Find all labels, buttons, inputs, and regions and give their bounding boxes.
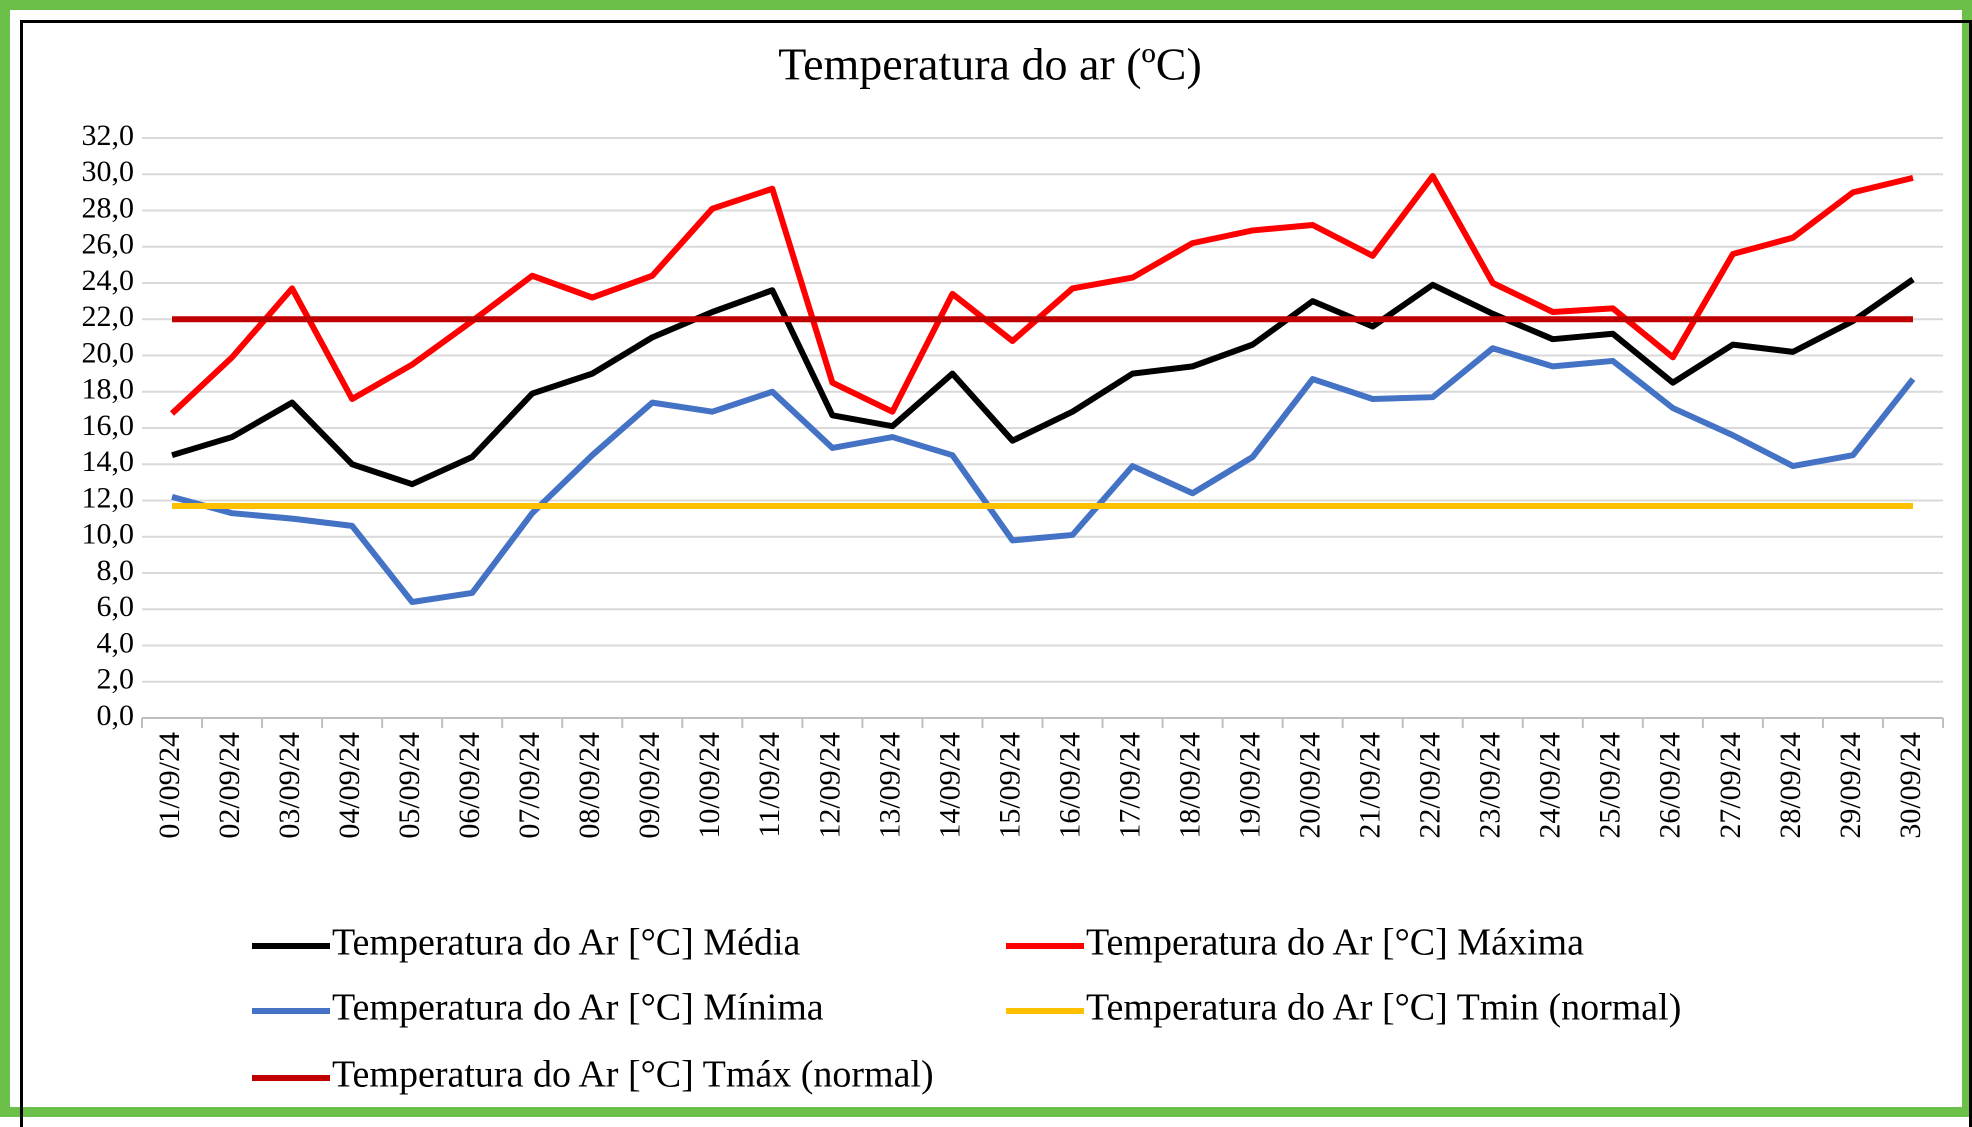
x-tick-label: 18/09/24 [1173,732,1206,839]
line-series [171,276,1915,488]
y-tick-label: 30,0 [82,155,135,188]
x-tick-label: 19/09/24 [1234,732,1267,839]
x-tick-label: 25/09/24 [1594,732,1627,839]
x-tick-label: 17/09/24 [1113,732,1146,839]
x-tick-label: 16/09/24 [1053,732,1086,839]
y-tick-label: 0,0 [97,699,135,732]
y-tick-label: 22,0 [82,300,135,333]
y-tick-label: 4,0 [97,626,135,659]
x-tick-label: 05/09/24 [393,732,426,839]
x-tick-label: 21/09/24 [1354,732,1387,839]
x-tick-label: 29/09/24 [1834,732,1867,839]
y-tick-label: 24,0 [82,264,135,297]
x-tick-label: 06/09/24 [453,732,486,839]
x-tick-label: 04/09/24 [333,732,366,839]
x-tick-label: 02/09/24 [213,732,246,839]
x-tick-label: 24/09/24 [1534,732,1567,839]
y-tick-label: 16,0 [82,409,135,442]
y-tick-label: 8,0 [97,554,135,587]
x-tick-label: 11/09/24 [753,732,786,838]
y-tick-label: 20,0 [82,336,135,369]
x-tick-label: 07/09/24 [513,732,546,839]
x-tick-label: 20/09/24 [1294,732,1327,839]
legend-label: Temperatura do Ar [°C] Média [332,922,801,964]
y-tick-label: 32,0 [82,119,135,152]
y-tick-label: 14,0 [82,445,135,478]
x-tick-label: 12/09/24 [813,732,846,839]
y-tick-label: 10,0 [82,518,135,551]
legend-label: Temperatura do Ar [°C] Tmáx (normal) [332,1054,934,1096]
line-series [169,173,1914,416]
y-tick-label: 28,0 [82,191,135,224]
inner-border [20,20,1972,1127]
chart-title: Temperatura do ar (ºC) [778,39,1202,90]
y-tick-label: 18,0 [82,373,135,406]
x-tick-label: 22/09/24 [1414,732,1447,839]
y-tick-label: 12,0 [82,481,135,514]
y-tick-label: 26,0 [82,228,135,261]
legend-label: Temperatura do Ar [°C] Mínima [332,987,824,1029]
legend-label: Temperatura do Ar [°C] Tmin (normal) [1086,987,1681,1029]
line-series [171,345,1916,605]
y-tick-label: 2,0 [97,663,135,696]
x-tick-label: 28/09/24 [1774,732,1807,839]
x-tick-label: 03/09/24 [273,732,306,839]
x-tick-label: 08/09/24 [573,732,606,839]
y-tick-label: 6,0 [97,590,135,623]
x-tick-label: 09/09/24 [633,732,666,839]
x-tick-label: 13/09/24 [873,732,906,839]
x-tick-label: 27/09/24 [1714,732,1747,839]
x-tick-label: 26/09/24 [1654,732,1687,839]
legend-label: Temperatura do Ar [°C] Máxima [1086,922,1584,964]
x-tick-label: 23/09/24 [1474,732,1507,839]
x-tick-label: 14/09/24 [933,732,966,839]
x-tick-label: 15/09/24 [993,732,1026,839]
x-tick-label: 30/09/24 [1894,732,1927,839]
x-tick-label: 01/09/24 [153,732,186,839]
x-tick-label: 10/09/24 [693,732,726,839]
